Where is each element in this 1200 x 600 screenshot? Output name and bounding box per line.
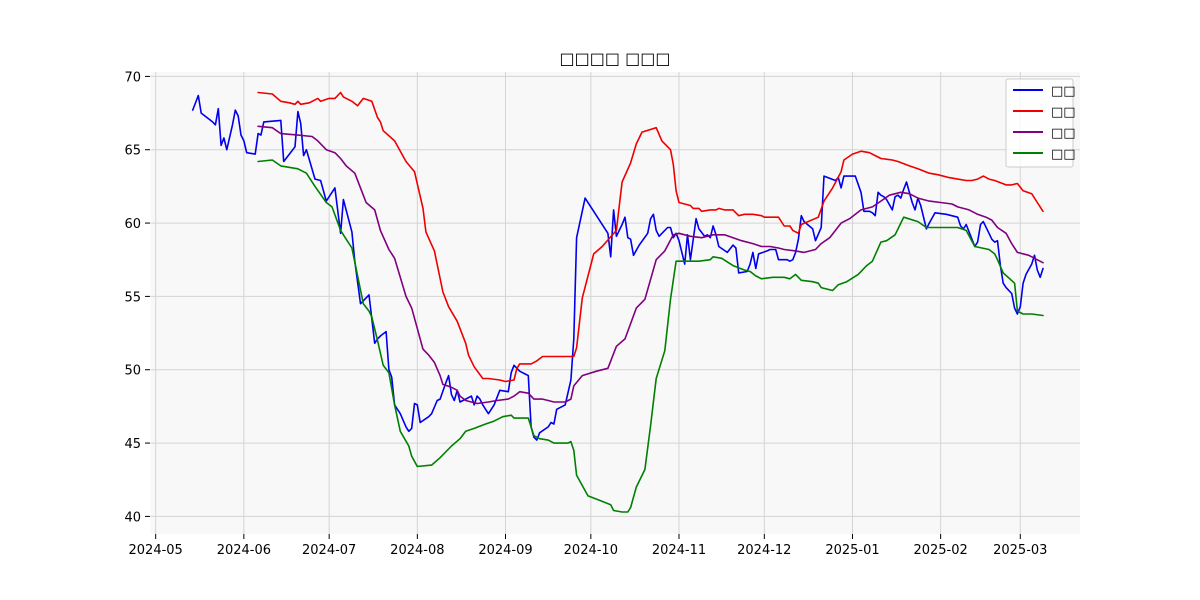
legend-label-3: □□	[1051, 126, 1076, 141]
x-tick-label: 2024-05	[129, 543, 183, 558]
x-tick-label: 2025-02	[913, 543, 967, 558]
x-tick-label: 2024-11	[652, 543, 706, 558]
legend-box	[1005, 78, 1074, 168]
y-tick-label: 65	[124, 144, 141, 159]
x-tick-label: 2024-09	[478, 543, 532, 558]
x-tick-label: 2024-06	[217, 543, 271, 558]
series-line-2	[257, 91, 1044, 383]
axes	[145, 72, 1021, 539]
plot-background	[150, 72, 1080, 534]
series-group	[191, 91, 1044, 513]
chart-title: □□□□ □□□	[560, 49, 671, 68]
x-tick-label: 2025-03	[993, 543, 1047, 558]
y-tick-label: 55	[124, 290, 141, 305]
y-tick-label: 70	[124, 70, 141, 85]
y-tick-label: 40	[124, 510, 141, 525]
series-line-4	[257, 159, 1044, 513]
y-tick-label: 60	[124, 217, 141, 232]
x-tick-label: 2024-07	[302, 543, 356, 558]
legend-label-2: □□	[1051, 105, 1076, 120]
y-tick-label: 45	[124, 437, 141, 452]
x-tick-label: 2024-12	[737, 543, 791, 558]
legend-label-4: □□	[1051, 147, 1076, 162]
series-line-1	[191, 94, 1044, 441]
x-tick-label: 2024-10	[564, 543, 618, 558]
tick-labels: 2024-05 2024-06 2024-07 2024-08 2024-09 2024-…	[124, 70, 1047, 558]
legend-label-1: □□	[1051, 84, 1076, 99]
y-tick-label: 50	[124, 364, 141, 379]
x-tick-label: 2025-01	[825, 543, 879, 558]
legend: □□ □□ □□ □□	[1005, 78, 1076, 168]
x-tick-label: 2024-08	[390, 543, 444, 558]
series-line-3	[257, 125, 1044, 405]
